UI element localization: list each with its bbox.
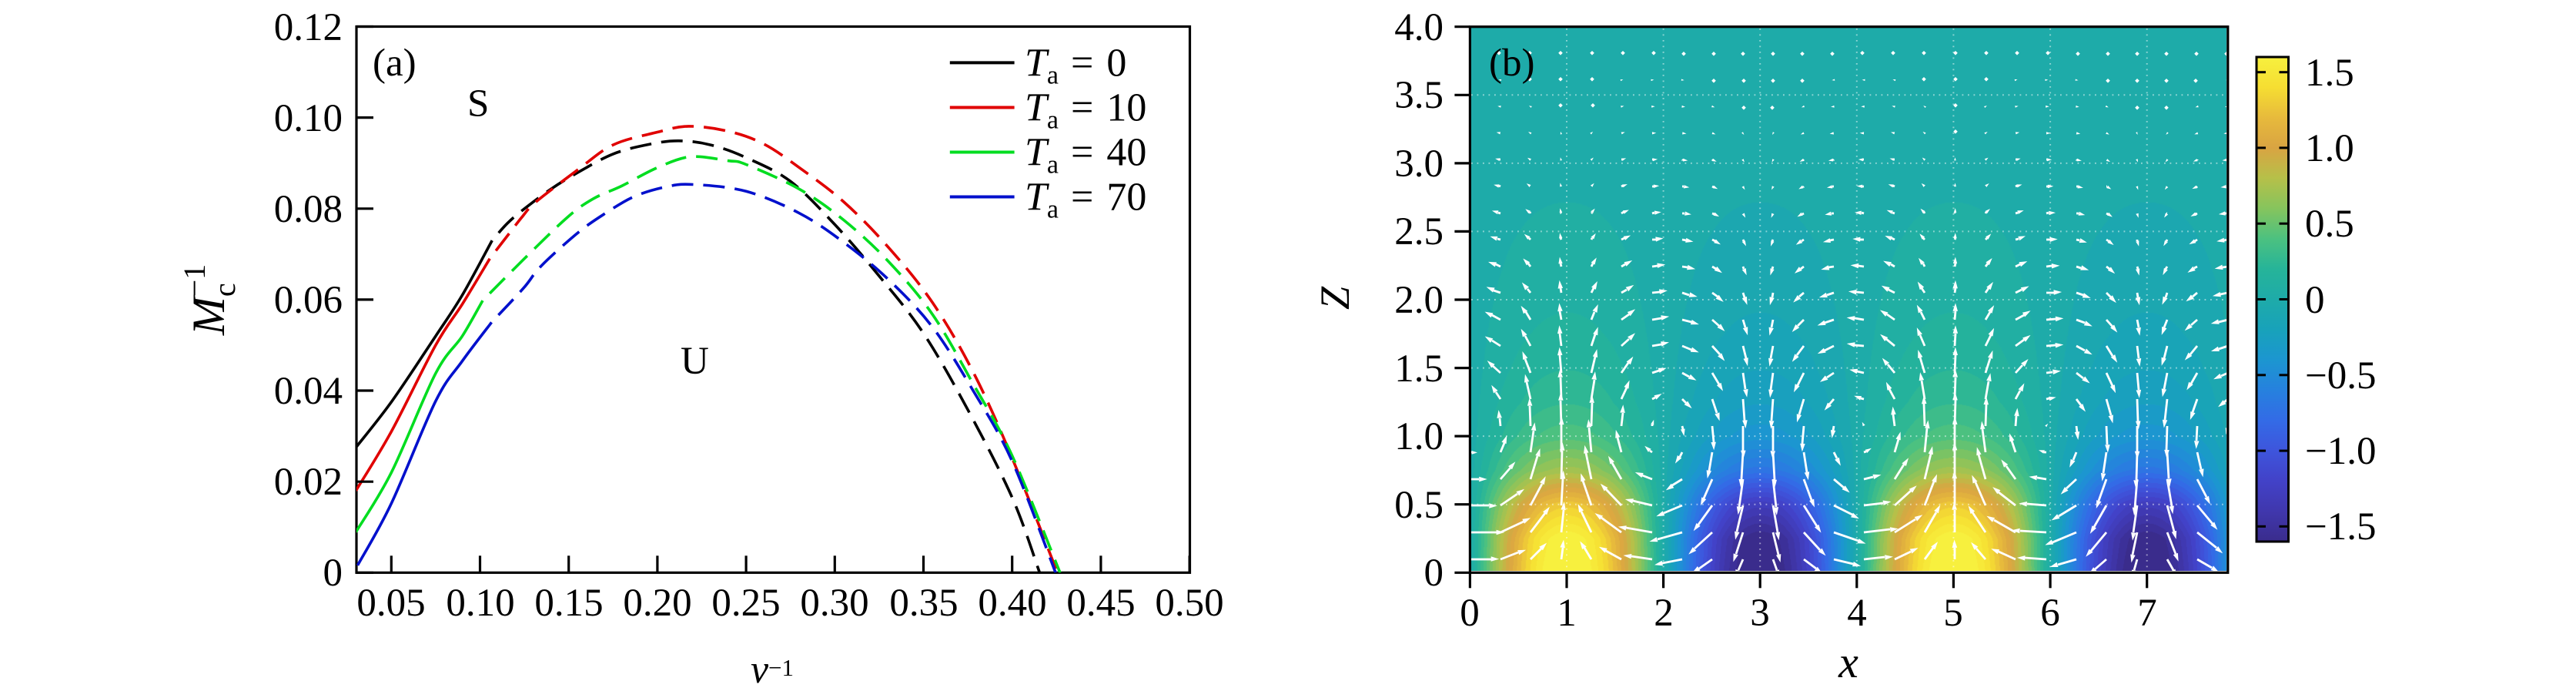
svg-text:0.06: 0.06 bbox=[274, 279, 343, 322]
svg-text:Ta = 0: Ta = 0 bbox=[1025, 41, 1126, 89]
svg-text:Z: Z bbox=[1312, 286, 1358, 310]
svg-text:0.10: 0.10 bbox=[274, 97, 343, 140]
svg-text:5: 5 bbox=[1943, 592, 1963, 635]
svg-text:x: x bbox=[1838, 637, 1858, 687]
svg-text:3.5: 3.5 bbox=[1394, 74, 1444, 117]
svg-text:v−1: v−1 bbox=[751, 648, 794, 692]
svg-text:−1.5: −1.5 bbox=[2305, 505, 2377, 549]
svg-text:1.5: 1.5 bbox=[2305, 52, 2354, 95]
svg-text:−1.0: −1.0 bbox=[2305, 430, 2377, 473]
svg-text:0: 0 bbox=[2305, 279, 2325, 322]
svg-text:0.05: 0.05 bbox=[356, 582, 425, 625]
svg-text:4: 4 bbox=[1847, 592, 1867, 635]
svg-text:1: 1 bbox=[1557, 592, 1577, 635]
svg-text:0.50: 0.50 bbox=[1155, 582, 1223, 625]
svg-text:0.12: 0.12 bbox=[274, 6, 343, 49]
svg-text:1.5: 1.5 bbox=[1394, 347, 1444, 391]
svg-text:2.5: 2.5 bbox=[1394, 210, 1444, 253]
svg-text:6: 6 bbox=[2040, 592, 2060, 635]
svg-text:Ta = 40: Ta = 40 bbox=[1025, 131, 1146, 180]
svg-text:(a): (a) bbox=[373, 42, 417, 85]
svg-text:0: 0 bbox=[1424, 552, 1444, 595]
svg-text:7: 7 bbox=[2137, 592, 2157, 635]
svg-text:0.35: 0.35 bbox=[889, 582, 958, 625]
svg-text:3: 3 bbox=[1750, 592, 1770, 635]
svg-text:0.5: 0.5 bbox=[2305, 203, 2354, 246]
svg-text:2: 2 bbox=[1654, 592, 1674, 635]
svg-text:0.15: 0.15 bbox=[534, 582, 603, 625]
svg-text:0.25: 0.25 bbox=[711, 582, 780, 625]
svg-text:0.30: 0.30 bbox=[800, 582, 868, 625]
svg-text:1.0: 1.0 bbox=[1394, 415, 1444, 458]
svg-text:0.08: 0.08 bbox=[274, 188, 343, 231]
svg-text:0: 0 bbox=[1460, 592, 1480, 635]
svg-text:0.20: 0.20 bbox=[623, 582, 691, 625]
svg-text:3.0: 3.0 bbox=[1394, 143, 1444, 186]
svg-text:1.0: 1.0 bbox=[2305, 127, 2354, 170]
svg-text:0.5: 0.5 bbox=[1394, 484, 1444, 527]
svg-text:−0.5: −0.5 bbox=[2305, 354, 2377, 398]
svg-text:Ta = 10: Ta = 10 bbox=[1025, 86, 1146, 135]
svg-text:(b): (b) bbox=[1489, 42, 1534, 85]
svg-text:0.45: 0.45 bbox=[1066, 582, 1135, 625]
svg-text:0.02: 0.02 bbox=[274, 461, 343, 504]
svg-text:0.04: 0.04 bbox=[274, 370, 343, 413]
svg-text:0.40: 0.40 bbox=[978, 582, 1046, 625]
svg-text:Ta = 70: Ta = 70 bbox=[1025, 176, 1146, 224]
svg-text:0.10: 0.10 bbox=[446, 582, 514, 625]
svg-text:S: S bbox=[467, 82, 489, 126]
svg-text:2.0: 2.0 bbox=[1394, 279, 1444, 322]
svg-text:4.0: 4.0 bbox=[1394, 6, 1444, 49]
svg-text:0: 0 bbox=[323, 552, 343, 595]
svg-text:Mc−1: Mc−1 bbox=[177, 264, 242, 336]
svg-text:U: U bbox=[681, 340, 709, 383]
